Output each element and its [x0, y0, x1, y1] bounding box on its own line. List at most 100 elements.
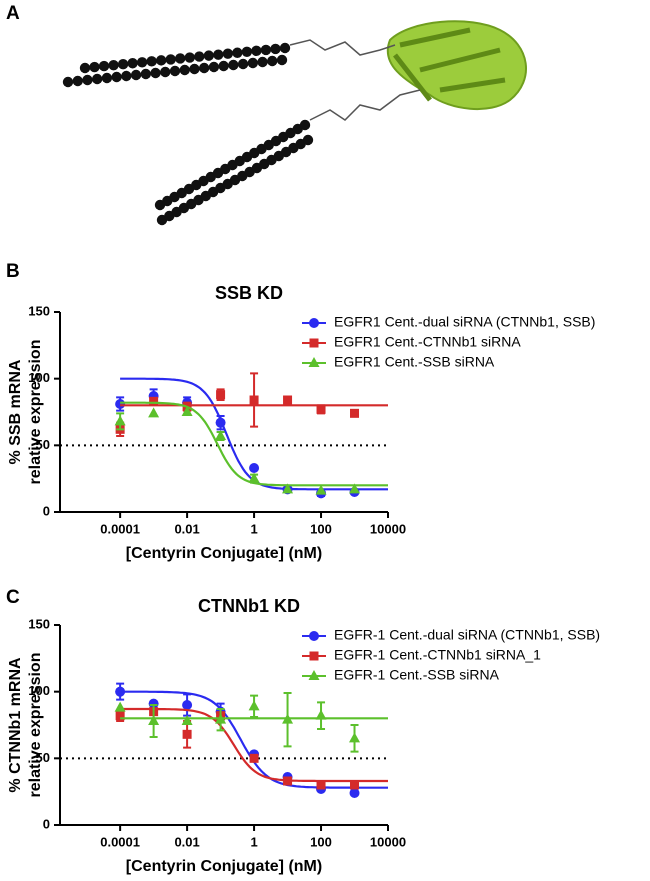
bead: [241, 46, 253, 58]
bead: [175, 53, 186, 64]
data-point: [349, 732, 361, 743]
panel-label: A: [6, 3, 20, 24]
x-tick-label: 100: [310, 834, 332, 849]
data-point: [309, 338, 319, 348]
bead: [98, 60, 110, 72]
bead: [127, 58, 138, 69]
bead: [169, 65, 181, 77]
y-tick-label: 50: [36, 750, 50, 765]
data-point: [216, 390, 226, 400]
y-axis-label: % CTNNb1 mRNA: [7, 657, 24, 793]
data-point: [182, 700, 193, 710]
bead: [146, 56, 157, 67]
panel-label: B: [6, 261, 20, 282]
data-point: [350, 780, 360, 790]
data-point: [309, 318, 319, 328]
data-point: [309, 651, 319, 661]
bead: [270, 43, 281, 55]
bead: [194, 51, 205, 62]
data-point: [215, 417, 226, 428]
data-point: [115, 711, 125, 721]
bead: [198, 62, 210, 74]
bead: [111, 71, 122, 83]
data-point: [349, 483, 361, 494]
bead: [130, 69, 142, 81]
bead: [91, 73, 103, 85]
data-point: [349, 788, 360, 798]
linker: [289, 39, 396, 56]
fit-curve: [120, 707, 388, 783]
data-point: [215, 713, 227, 724]
data-point: [148, 715, 160, 725]
y-tick-label: 150: [28, 303, 50, 318]
bead: [121, 70, 132, 82]
bead: [302, 134, 314, 146]
panel-label: C: [6, 587, 20, 608]
data-point: [316, 780, 326, 790]
data-point: [215, 430, 227, 440]
y-axis-label: % SSB mRNA: [7, 359, 24, 464]
bead: [267, 55, 278, 67]
y-tick-label: 100: [28, 683, 50, 698]
data-point: [249, 753, 259, 763]
bead: [228, 59, 239, 71]
bead: [232, 47, 243, 58]
bead: [260, 44, 272, 56]
data-point: [181, 406, 193, 416]
data-point: [114, 701, 126, 712]
y-tick-label: 150: [28, 616, 50, 631]
bead: [140, 68, 152, 80]
y-tick-label: 0: [43, 816, 50, 831]
y-tick-label: 0: [43, 503, 50, 518]
data-point: [309, 631, 319, 641]
data-point: [149, 396, 159, 406]
data-point: [316, 404, 326, 414]
bead: [155, 55, 167, 66]
legend-label: EGFR-1 Cent.-CTNNb1 siRNA_1: [334, 647, 541, 663]
bead: [237, 58, 249, 70]
legend-label: EGFR1 Cent.-CTNNb1 siRNA: [334, 334, 521, 350]
x-tick-label: 0.0001: [100, 834, 140, 849]
bead: [82, 74, 93, 86]
x-tick-label: 1: [250, 834, 257, 849]
data-point: [308, 357, 320, 367]
bead: [299, 119, 311, 131]
data-point: [283, 395, 293, 405]
bead: [101, 72, 113, 84]
y-tick-label: 100: [28, 370, 50, 385]
data-point: [148, 698, 159, 709]
data-point: [115, 399, 126, 409]
data-point: [114, 415, 126, 426]
protein-strands: [393, 27, 506, 102]
data-point: [282, 483, 294, 494]
bead: [184, 52, 195, 63]
bead: [117, 58, 129, 70]
bead: [165, 54, 176, 65]
data-point: [248, 700, 260, 711]
bead: [150, 67, 161, 79]
bead: [208, 61, 220, 73]
x-tick-label: 1: [250, 521, 257, 536]
data-point: [182, 729, 192, 739]
linker: [309, 89, 421, 121]
bead: [136, 57, 148, 68]
bead: [79, 62, 91, 74]
bead: [222, 48, 234, 59]
bead: [108, 59, 119, 71]
x-axis-label: [Centyrin Conjugate] (nM): [126, 858, 322, 875]
bead: [62, 76, 74, 88]
data-point: [315, 484, 327, 495]
legend-label: EGFR-1 Cent.-SSB siRNA: [334, 667, 500, 683]
x-tick-label: 0.01: [174, 834, 199, 849]
bead: [213, 49, 224, 60]
data-point: [249, 395, 259, 405]
x-tick-label: 0.01: [174, 521, 199, 536]
bead: [257, 56, 268, 68]
bead: [160, 66, 171, 78]
y-axis-label: relative expression: [27, 340, 44, 485]
chart-title: SSB KD: [215, 283, 283, 303]
data-point: [248, 472, 260, 483]
bead: [189, 63, 200, 75]
data-point: [283, 776, 293, 786]
